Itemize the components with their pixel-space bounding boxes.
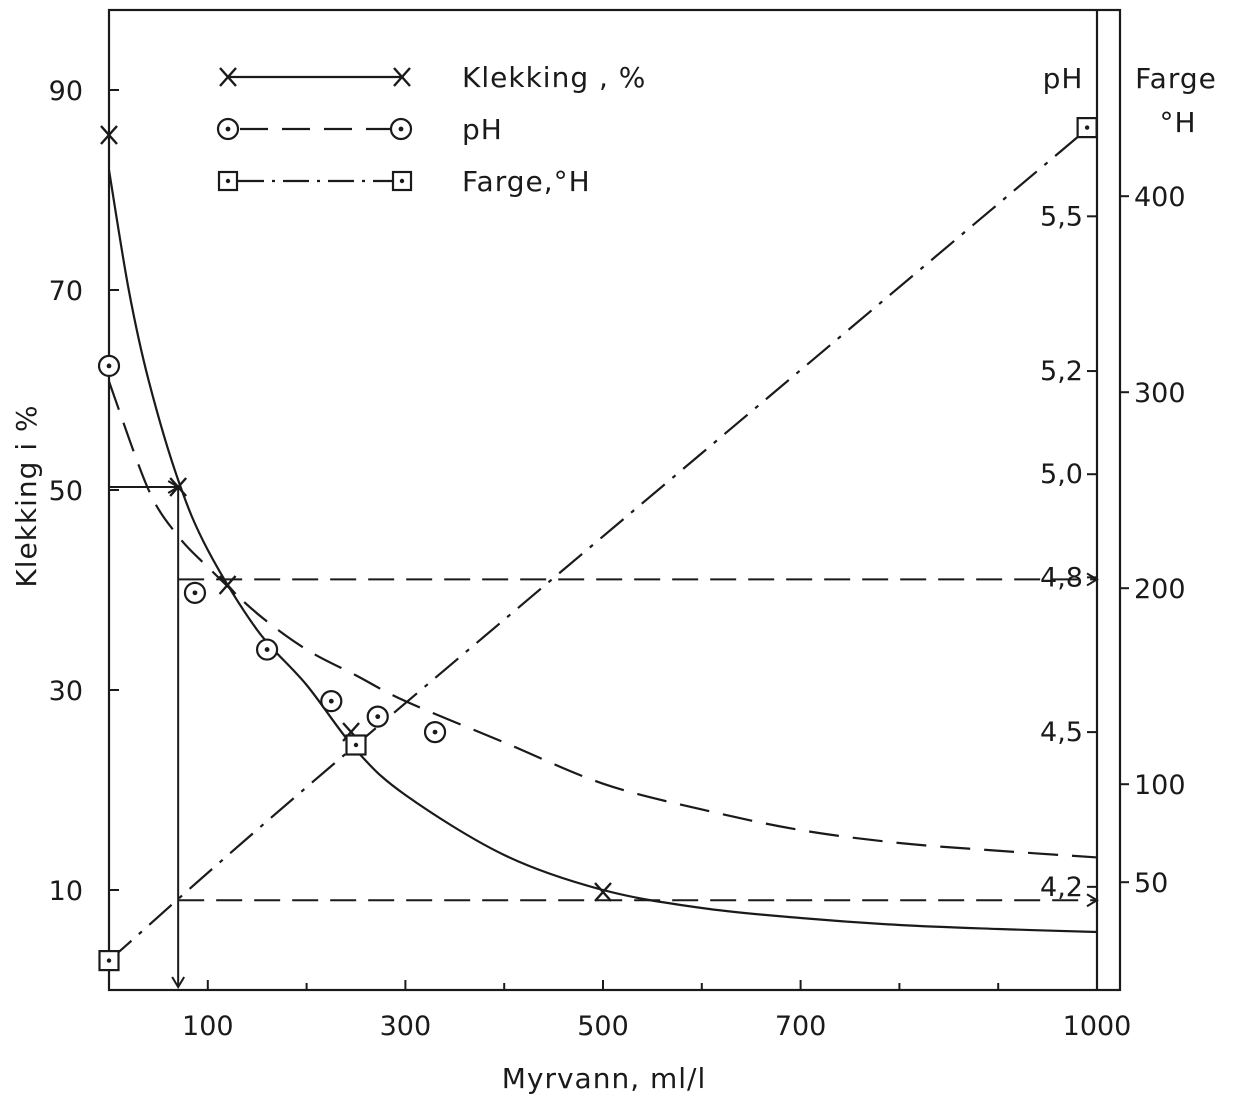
plot-border: [107, 8, 1122, 992]
series-lines: [107, 136, 1098, 962]
series-line-1: [107, 380, 1098, 859]
ph-tick-label: 4,5: [1040, 717, 1083, 748]
farge-tick-label: 200: [1134, 574, 1186, 605]
axis-ticks: [109, 89, 1129, 990]
farge-tick-label: 400: [1134, 182, 1186, 213]
klekking-point: [169, 477, 188, 497]
legend-label-ph: pH: [462, 113, 503, 146]
legend-label-klekking: Klekking , %: [462, 61, 646, 94]
legend: Klekking , % pH Farge,°H: [216, 61, 646, 198]
x-tick-label: 500: [577, 1011, 629, 1042]
ph-point: [366, 705, 389, 728]
ph-tick-label: 5,5: [1040, 201, 1083, 232]
x-tick-label: 300: [380, 1011, 432, 1042]
ph-tick-label: 4,8: [1040, 562, 1083, 593]
y-tick-label: 70: [49, 276, 83, 307]
x-tick-label: 1000: [1063, 1011, 1132, 1042]
farge-axis-unit: °H: [1159, 106, 1196, 139]
farge-point: [98, 949, 120, 972]
series-line-2: [108, 136, 1078, 962]
ph-tick-label: 4,2: [1040, 872, 1083, 903]
ph-tick-label: 5,0: [1040, 459, 1083, 490]
klekking-point: [594, 882, 612, 902]
klekking-point: [218, 575, 237, 595]
klekking-point: [100, 125, 118, 145]
x-tick-label: 700: [775, 1011, 827, 1042]
ph-point: [97, 354, 121, 377]
farge-point: [1076, 116, 1098, 139]
tick-labels: 100 300 500 700 1000 10 30 50 70 90 4,2 4,5 4,8 5,0 5,…: [49, 76, 1186, 1042]
ph-point: [183, 581, 207, 604]
farge-axis-title: Farge: [1135, 62, 1217, 95]
farge-tick-label: 300: [1134, 378, 1186, 409]
y-tick-label: 30: [49, 676, 83, 707]
ph-point: [423, 721, 447, 744]
farge-tick-label: 50: [1134, 868, 1168, 899]
arrow-head: [171, 976, 186, 989]
legend-label-farge: Farge,°H: [462, 165, 591, 198]
farge-point: [345, 734, 367, 756]
reference-lines: [109, 480, 1099, 989]
ph-point: [320, 690, 343, 713]
ph-tick-label: 5,2: [1040, 356, 1083, 387]
y-tick-label: 90: [49, 76, 83, 107]
ph-axis-title: pH: [1043, 62, 1084, 95]
series-markers: [97, 116, 1098, 972]
x-axis-title: Myrvann, ml/l: [502, 1062, 707, 1095]
legend-circle-marker: [216, 117, 413, 141]
ph-point: [255, 638, 279, 661]
farge-tick-label: 100: [1134, 770, 1186, 801]
y-tick-label: 50: [49, 476, 83, 507]
y-tick-label: 10: [49, 876, 83, 907]
arrow-head: [1086, 572, 1099, 587]
legend-square-marker: [217, 170, 413, 192]
x-tick-label: 100: [182, 1011, 234, 1042]
legend-x-marker: [219, 67, 411, 87]
y-axis-title: Klekking i %: [10, 404, 43, 587]
series-line-0: [107, 169, 1098, 934]
arrow-head: [1086, 893, 1099, 908]
plot-frame: [107, 8, 1122, 992]
